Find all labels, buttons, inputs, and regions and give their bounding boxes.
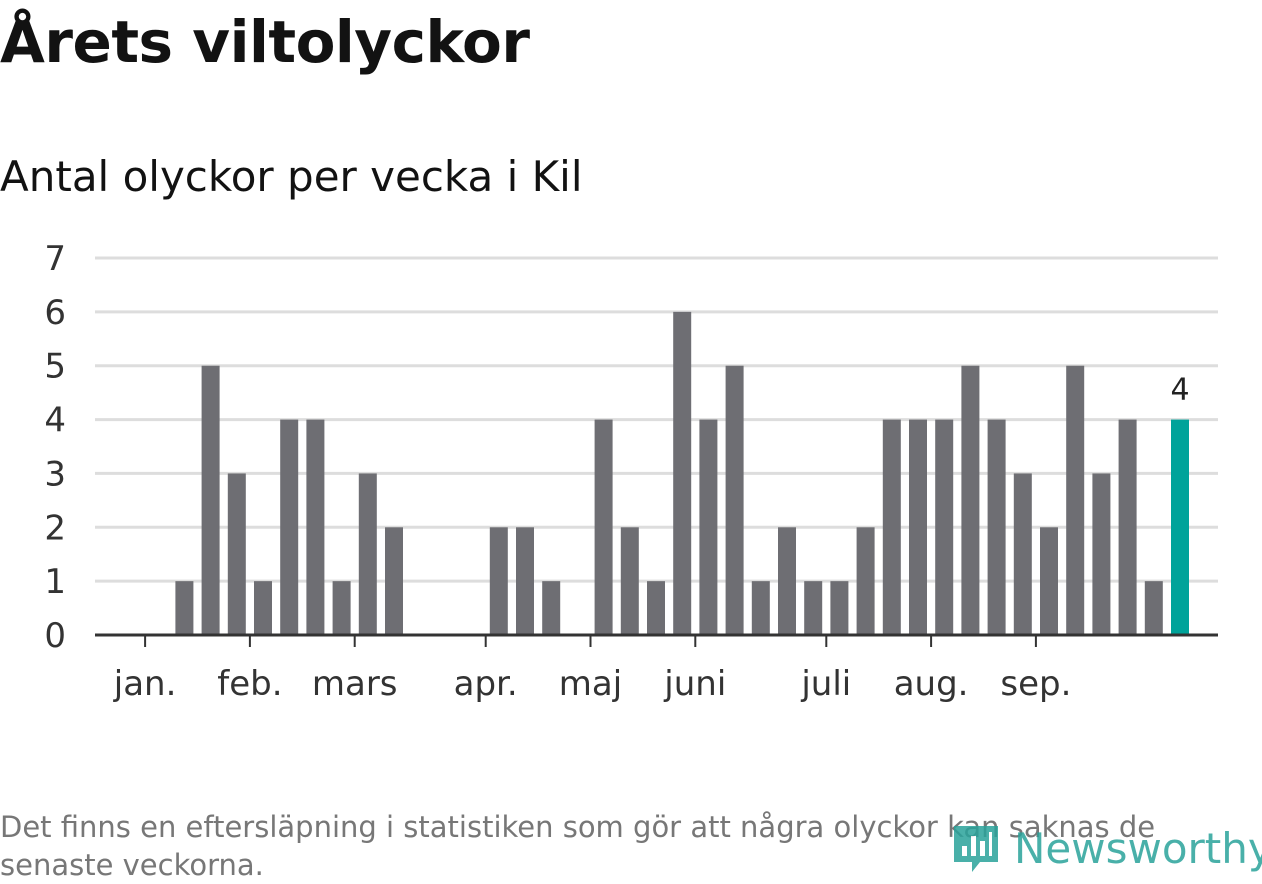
y-tick-label-1: 1 <box>44 562 66 602</box>
bar-week-40 <box>1144 581 1163 635</box>
x-tick-label-aug.: aug. <box>894 664 969 704</box>
bar-week-26 <box>778 527 796 635</box>
bar-week-38 <box>1092 473 1111 635</box>
y-tick-label-0: 0 <box>44 616 66 656</box>
x-tick-label-juli: juli <box>800 664 851 704</box>
y-tick-label-6: 6 <box>44 293 66 333</box>
y-tick-label-4: 4 <box>44 401 66 441</box>
bar-week-28 <box>830 581 849 635</box>
x-tick-label-jan.: jan. <box>113 664 177 704</box>
bar-week-37 <box>1066 365 1085 635</box>
bar-week-24 <box>725 365 744 635</box>
y-tick-label-7: 7 <box>44 239 66 279</box>
x-tick-label-maj: maj <box>559 664 622 704</box>
brand-name: Newsworthy <box>1014 823 1262 873</box>
x-tick-label-juni: juni <box>663 664 726 704</box>
newsworthy-chart-icon <box>954 826 998 872</box>
bar-week-22 <box>673 311 692 635</box>
bar-week-20 <box>620 527 639 635</box>
bar-week-27 <box>804 581 823 635</box>
x-tick-label-sep.: sep. <box>1000 664 1071 704</box>
bar-week-30 <box>882 419 901 635</box>
bar-week-21 <box>647 581 665 635</box>
y-tick-label-5: 5 <box>44 347 66 387</box>
bar-week-39 <box>1118 419 1137 635</box>
bar-week-15 <box>489 527 508 635</box>
bar-week-29 <box>856 527 875 635</box>
bar-week-10 <box>358 473 377 635</box>
bar-week-3 <box>175 581 194 635</box>
x-tick-label-apr.: apr. <box>454 664 518 704</box>
bar-week-19 <box>594 419 613 635</box>
bar-week-5 <box>227 473 246 635</box>
data-label: 4 <box>1170 373 1189 408</box>
bar-week-35 <box>1013 473 1032 635</box>
bar-week-23 <box>699 419 718 635</box>
bar-week-32 <box>935 419 954 635</box>
y-tick-label-3: 3 <box>44 454 66 494</box>
y-tick-label-2: 2 <box>44 508 66 548</box>
bar-week-17 <box>542 581 561 635</box>
bar-week-25 <box>751 581 770 635</box>
chart-subtitle: Antal olyckor per vecka i Kil <box>0 152 583 201</box>
bar-week-7 <box>280 419 299 635</box>
bar-week-11 <box>385 527 403 635</box>
bar-highlight <box>1171 419 1189 635</box>
x-tick-label-mars: mars <box>312 664 398 704</box>
chart-title: Årets viltolyckor <box>0 8 530 76</box>
bar-week-4 <box>201 365 220 635</box>
bar-week-9 <box>332 581 351 635</box>
x-tick-label-feb.: feb. <box>217 664 282 704</box>
bar-week-16 <box>516 527 534 635</box>
bar-week-34 <box>987 419 1006 635</box>
bar-week-6 <box>254 581 272 635</box>
bar-week-33 <box>961 365 980 635</box>
brand-logo: Newsworthy <box>950 818 1262 878</box>
bar-week-8 <box>306 419 325 635</box>
bar-week-36 <box>1040 527 1058 635</box>
bar-week-31 <box>909 419 927 635</box>
bar-chart: 0 1 2 3 4 5 6 7 4 jan. feb. mars apr. maj juni juli aug.… <box>44 239 1218 704</box>
